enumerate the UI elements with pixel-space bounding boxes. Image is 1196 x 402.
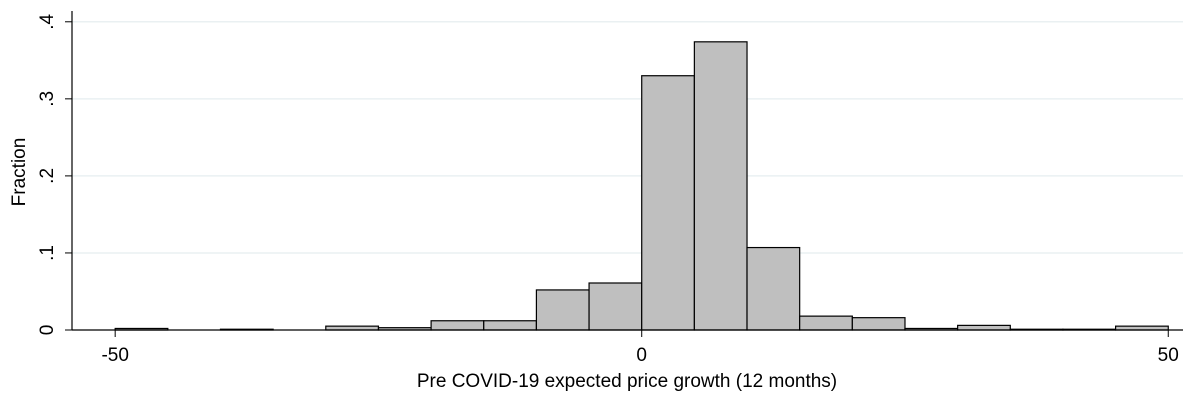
bar <box>851 317 906 331</box>
y-tick-label: .3 <box>37 91 58 107</box>
x-tick-label: -50 <box>101 345 128 366</box>
bar <box>746 246 801 331</box>
bar <box>799 315 853 331</box>
bar <box>483 320 538 331</box>
y-tick-label: .4 <box>37 13 58 29</box>
bar <box>430 320 485 331</box>
bar <box>641 75 695 331</box>
y-axis-title: Fraction <box>9 138 30 207</box>
y-tick-label: .2 <box>37 168 58 184</box>
bar <box>957 324 1011 331</box>
y-tick-label: 0 <box>37 325 58 336</box>
x-tick-label: 0 <box>636 345 647 366</box>
x-axis-title: Pre COVID-19 expected price growth (12 m… <box>417 371 837 392</box>
y-tick-label: .1 <box>37 245 58 261</box>
bar <box>693 41 748 331</box>
bar <box>588 282 643 331</box>
x-tick-label: 50 <box>1158 345 1179 366</box>
bar <box>535 289 590 331</box>
